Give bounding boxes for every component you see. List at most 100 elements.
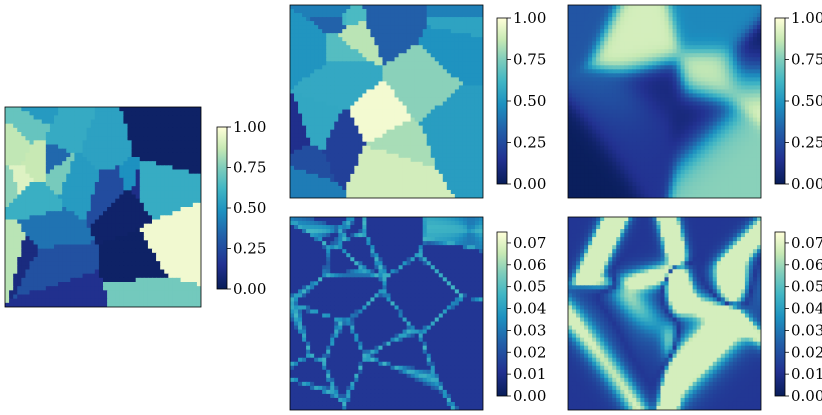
heatmap-cell — [374, 117, 380, 123]
heatmap-cell — [382, 45, 388, 50]
heatmap-cell — [111, 173, 116, 179]
heatmap-cell — [90, 157, 96, 162]
heatmap-cell — [350, 121, 355, 127]
heatmap-cell — [418, 49, 424, 54]
heatmap-cell — [86, 107, 92, 112]
heatmap-cell — [49, 211, 55, 216]
heatmap-cell — [147, 115, 153, 121]
heatmap-cell — [119, 294, 125, 300]
heatmap-cell — [160, 211, 165, 216]
heatmap-cell — [434, 41, 440, 46]
heatmap-cell — [5, 136, 10, 141]
heatmap-cell — [390, 77, 396, 82]
heatmap-cell — [119, 194, 125, 200]
heatmap-cell — [414, 53, 420, 58]
heatmap-cell — [450, 53, 456, 58]
heatmap-cell — [374, 193, 380, 198]
heatmap-cell — [370, 41, 376, 46]
heatmap-cell — [374, 149, 380, 155]
heatmap-cell — [740, 21, 746, 26]
heatmap-cell — [338, 109, 343, 115]
heatmap-cell — [188, 202, 194, 208]
heatmap-cell — [438, 21, 444, 26]
heatmap-cell — [9, 244, 14, 250]
heatmap-cell — [298, 89, 303, 95]
heatmap-cell — [135, 290, 141, 296]
heatmap-cell — [62, 227, 67, 233]
heatmap-cell — [306, 189, 311, 195]
heatmap-cell — [314, 49, 319, 54]
heatmap-cell — [127, 144, 133, 150]
heatmap-cell — [78, 132, 84, 137]
heatmap-cell — [596, 21, 601, 26]
heatmap-cell — [390, 105, 396, 111]
heatmap-cell — [458, 41, 464, 46]
heatmap-cell — [54, 223, 59, 229]
heatmap-cell — [346, 141, 351, 147]
heatmap-cell — [143, 123, 149, 129]
heatmap-cell — [294, 73, 299, 78]
heatmap-cell — [378, 141, 384, 147]
heatmap-cell — [752, 13, 758, 18]
heatmap-cell — [41, 219, 47, 225]
heatmap-cell — [29, 282, 35, 287]
heatmap-cell — [402, 173, 408, 179]
heatmap-cell — [147, 227, 153, 233]
heatmap-cell — [426, 113, 432, 119]
heatmap-cell — [13, 302, 18, 307]
heatmap-cell — [390, 57, 396, 62]
heatmap-cell — [744, 9, 750, 14]
heatmap-cell — [442, 49, 448, 54]
heatmap-cell — [111, 140, 116, 146]
heatmap-cell — [160, 282, 165, 287]
heatmap-cell — [123, 286, 129, 291]
heatmap-cell — [612, 9, 617, 14]
heatmap-cell — [168, 302, 174, 307]
heatmap-cell — [442, 5, 448, 10]
heatmap-cell — [298, 177, 303, 183]
heatmap-cell — [25, 269, 31, 275]
heatmap-cell — [302, 189, 307, 195]
heatmap-cell — [115, 177, 120, 183]
heatmap-cell — [466, 121, 472, 127]
heatmap-cell — [326, 125, 331, 131]
heatmap-cell — [103, 244, 108, 250]
heatmap-cell — [334, 33, 339, 38]
heatmap-cell — [98, 240, 104, 246]
heatmap-cell — [310, 121, 315, 127]
heatmap-cell — [33, 190, 39, 196]
heatmap-cell — [131, 198, 137, 204]
heatmap-cell — [394, 133, 400, 139]
heatmap-cell — [5, 140, 10, 146]
heatmap-cell — [41, 136, 47, 141]
heatmap-cell — [386, 69, 392, 74]
heatmap-cell — [107, 244, 112, 250]
heatmap-cell — [462, 189, 468, 195]
heatmap-cell — [310, 69, 315, 74]
heatmap-cell — [430, 5, 436, 10]
heatmap-cell — [462, 181, 468, 187]
heatmap-cell — [366, 117, 372, 123]
heatmap-cell — [370, 77, 376, 82]
heatmap-cell — [107, 265, 112, 271]
heatmap-cell — [143, 132, 149, 137]
heatmap-cell — [29, 107, 35, 112]
heatmap-cell — [58, 165, 63, 171]
heatmap-cell — [426, 121, 432, 127]
heatmap-cell — [172, 190, 178, 196]
heatmap-cell — [156, 144, 161, 150]
heatmap-cell — [318, 37, 323, 42]
heatmap-cell — [70, 219, 76, 225]
heatmap-cell — [86, 119, 92, 125]
heatmap-cell — [434, 125, 440, 131]
heatmap-body — [290, 5, 483, 198]
heatmap-cell — [94, 273, 100, 279]
heatmap-cell — [584, 21, 589, 26]
heatmap-cell — [176, 123, 182, 129]
heatmap-cell — [398, 177, 404, 183]
heatmap-cell — [196, 277, 201, 283]
heatmap-cell — [350, 173, 355, 179]
heatmap-cell — [470, 81, 476, 87]
heatmap-cell — [160, 173, 165, 179]
heatmap-cell — [462, 185, 468, 191]
